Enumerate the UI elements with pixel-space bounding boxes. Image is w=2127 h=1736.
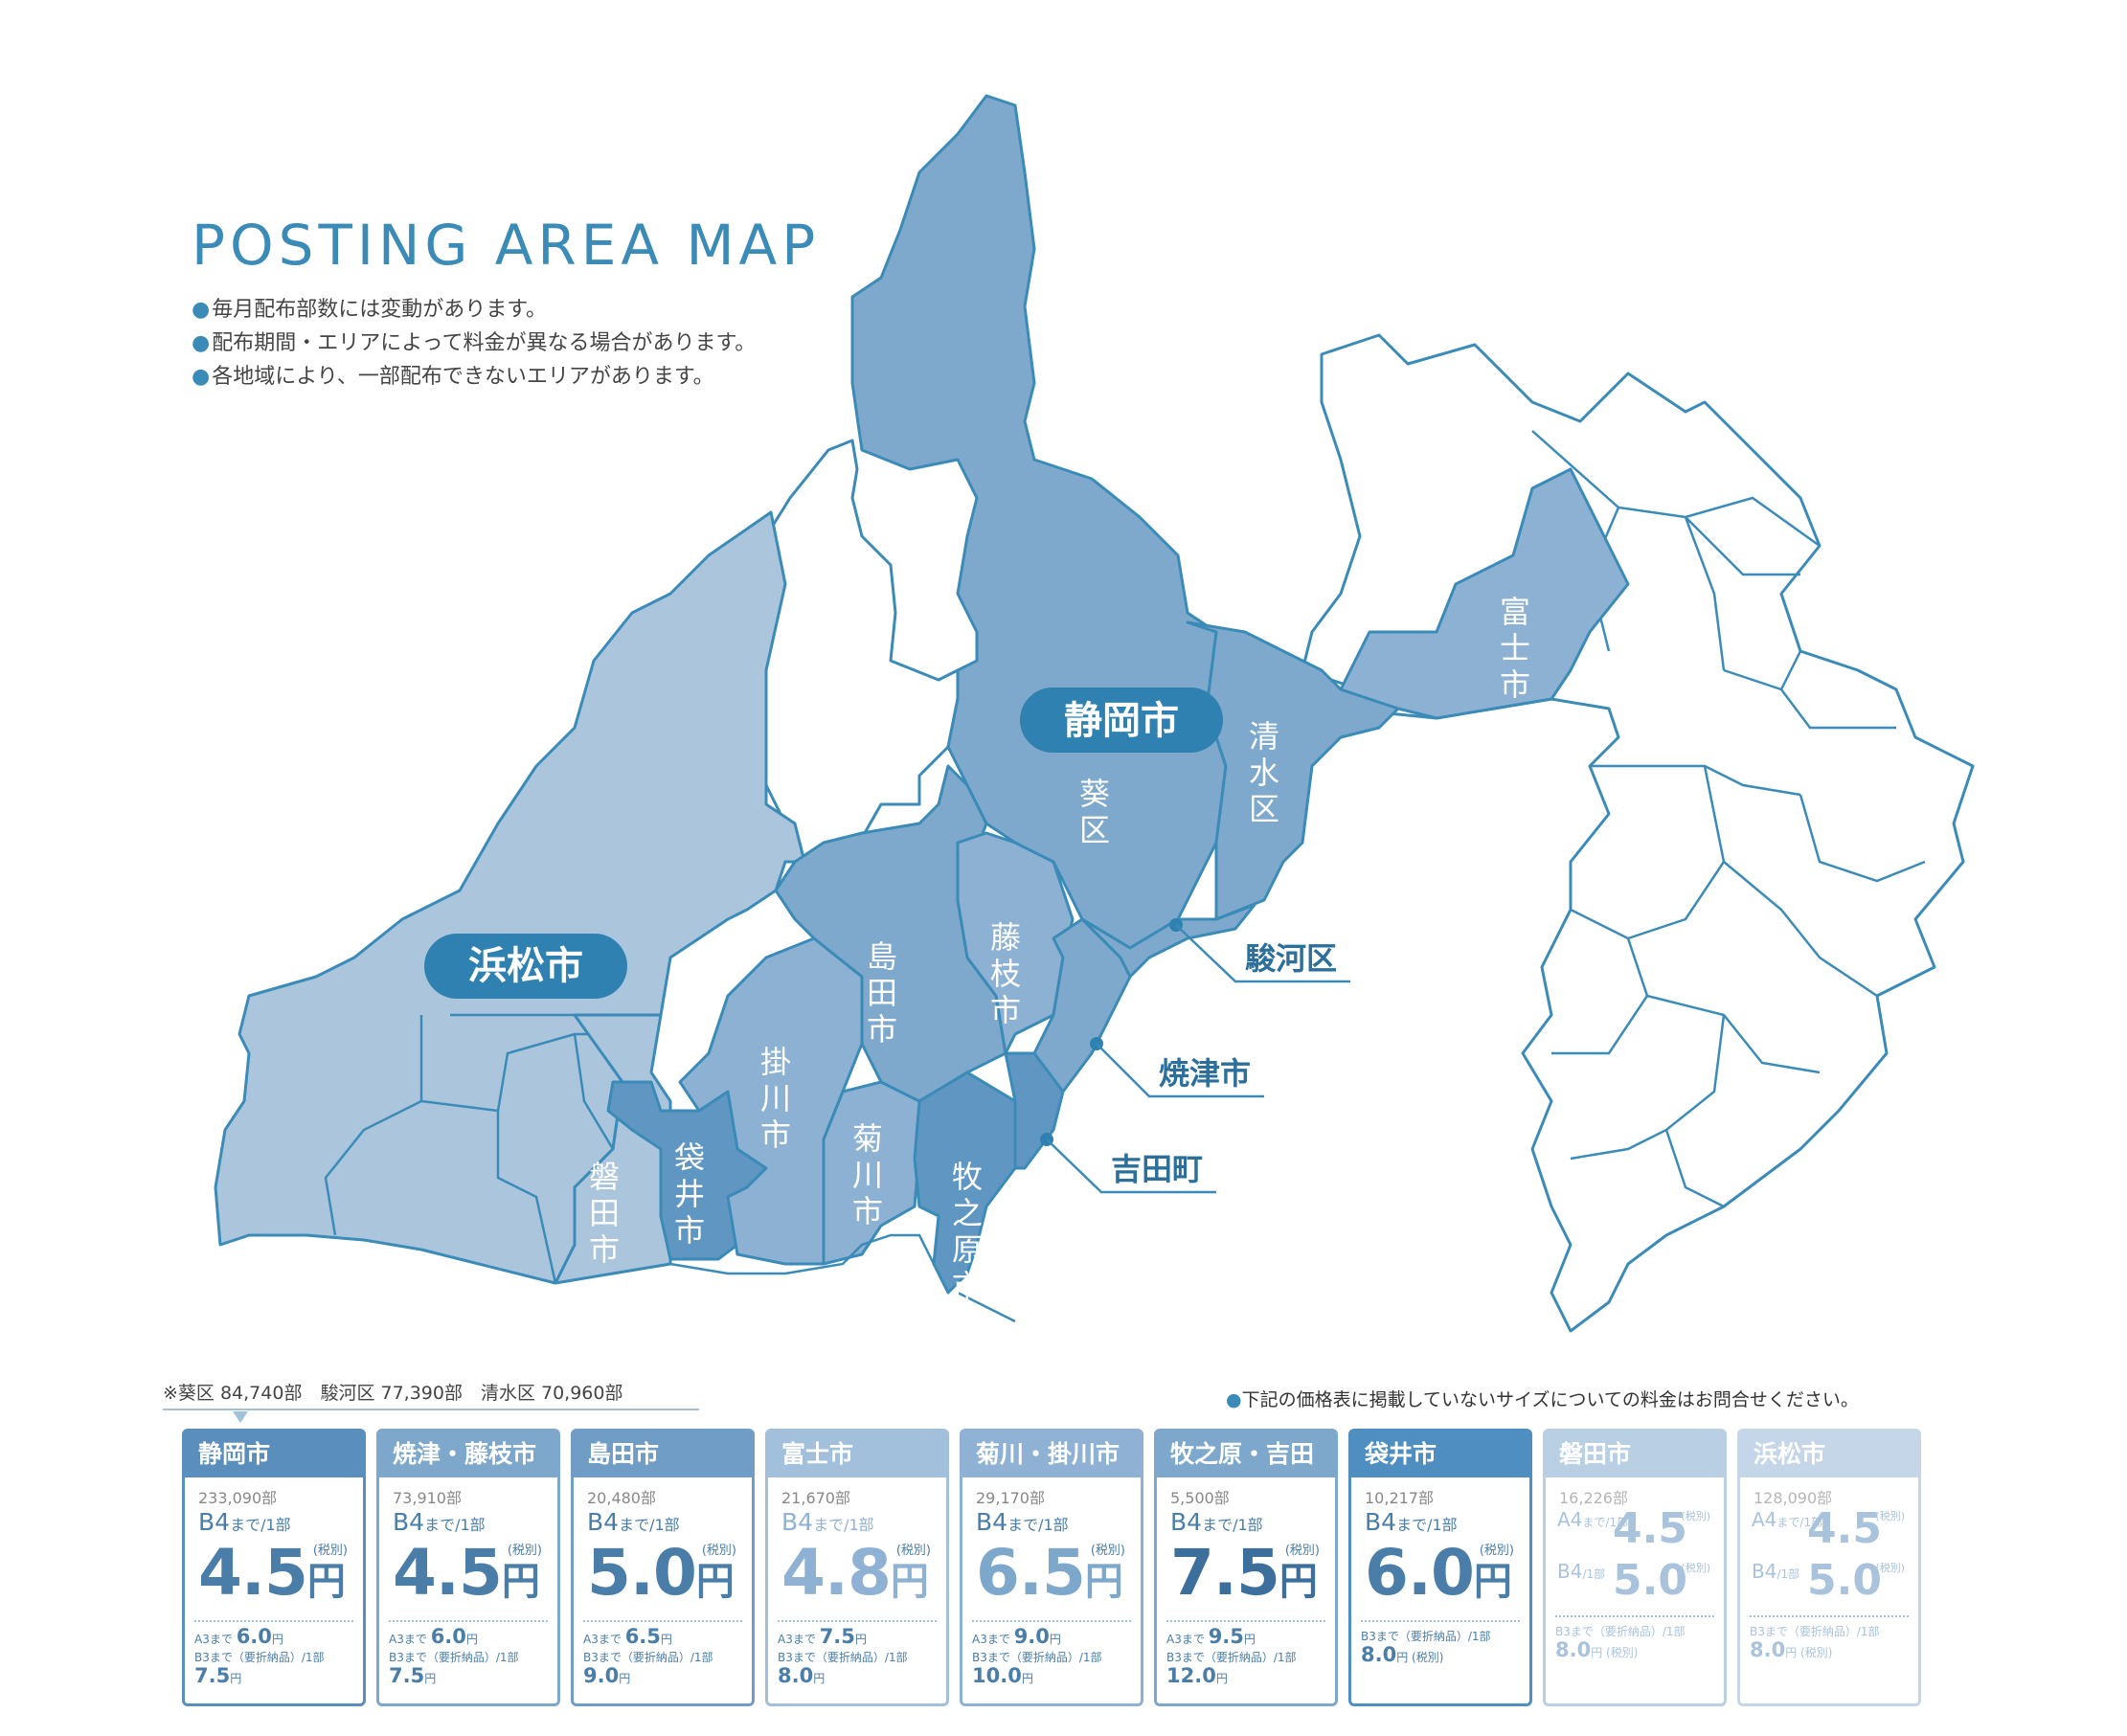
card-price: 6.5円 (税別) bbox=[976, 1536, 1125, 1610]
callout-line-yoshida bbox=[1046, 1139, 1216, 1194]
note-item: 各地域により、一部配布できないエリアがあります。 bbox=[192, 360, 756, 394]
price-card: 浜松市 128,090部 A4まで/1部 4.5 (税別) B4/1部 5.0 (税別)… bbox=[1737, 1429, 1921, 1706]
map-region-fuji bbox=[1339, 467, 1630, 720]
card-size: B4まで/1部 bbox=[587, 1508, 680, 1536]
price-cards: 静岡市 233,090部 B4まで/1部 4.5円 (税別) A3まで 6.0円 … bbox=[182, 1429, 1921, 1710]
price-card: 静岡市 233,090部 B4まで/1部 4.5円 (税別) A3まで 6.0円 … bbox=[182, 1429, 366, 1706]
card-copies: 233,090部 bbox=[198, 1489, 278, 1507]
callout-line-suruga bbox=[1175, 924, 1350, 983]
card-sub: B3まで（要折納品）/1部 8.0円 (税別) bbox=[1750, 1615, 1909, 1662]
card-sub: A3まで 9.0円 B3まで（要折納品）/1部 10.0円 bbox=[972, 1620, 1131, 1688]
card-price: 4.8円 (税別) bbox=[781, 1536, 931, 1610]
pill-shizuoka-bg bbox=[1020, 688, 1223, 753]
price-card: 焼津・藤枝市 73,910部 B4まで/1部 4.5円 (税別) A3まで 6.0… bbox=[376, 1429, 560, 1706]
callout-line-yaizu bbox=[1096, 1043, 1264, 1098]
callout-yaizu: 焼津市 bbox=[1159, 1055, 1251, 1092]
card-title: 島田市 bbox=[574, 1432, 752, 1477]
region-label-iwata: 磐田市 bbox=[589, 1159, 620, 1268]
map-region-east bbox=[1301, 333, 1975, 1333]
notes-list: 毎月配布部数には変動があります。 配布期間・エリアによって料金が異なる場合があり… bbox=[192, 293, 756, 394]
region-label-fujieda: 藤枝市 bbox=[990, 919, 1021, 1028]
card-title: 浜松市 bbox=[1740, 1432, 1918, 1477]
card-size: B4まで/1部 bbox=[1170, 1508, 1263, 1536]
pill-hamamatsu: 浜松市 bbox=[468, 944, 583, 988]
card-sub: A3まで 6.0円 B3まで（要折納品）/1部 7.5円 bbox=[194, 1620, 353, 1688]
card-copies: 5,500部 bbox=[1170, 1489, 1230, 1507]
card-sub: A3まで 7.5円 B3まで（要折納品）/1部 8.0円 bbox=[778, 1620, 937, 1688]
card-size: B4まで/1部 bbox=[393, 1508, 486, 1536]
pointer-triangle bbox=[233, 1411, 248, 1423]
region-label-shimada: 島田市 bbox=[867, 938, 897, 1048]
card-alt-price-a4: A4まで/1部 4.5 (税別) bbox=[1752, 1504, 1905, 1553]
price-card: 島田市 20,480部 B4まで/1部 5.0円 (税別) A3まで 6.5円 B… bbox=[571, 1429, 755, 1706]
note-item: 配布期間・エリアによって料金が異なる場合があります。 bbox=[192, 327, 756, 360]
card-sub: B3まで（要折納品）/1部 8.0円 (税別) bbox=[1361, 1620, 1520, 1667]
price-card: 富士市 21,670部 B4まで/1部 4.8円 (税別) A3まで 7.5円 B… bbox=[765, 1429, 949, 1706]
card-price: 4.5円 (税別) bbox=[198, 1536, 348, 1610]
card-title: 菊川・掛川市 bbox=[962, 1432, 1141, 1477]
page-title: POSTING AREA MAP bbox=[192, 213, 821, 278]
card-copies: 16,226部 bbox=[1559, 1489, 1628, 1507]
region-label-shimizu: 清水区 bbox=[1249, 718, 1279, 827]
card-copies: 128,090部 bbox=[1754, 1489, 1833, 1507]
card-sub: A3まで 6.0円 B3まで（要折納品）/1部 7.5円 bbox=[389, 1620, 548, 1688]
card-price: 7.5円 (税別) bbox=[1170, 1536, 1320, 1610]
card-price: 5.0円 (税別) bbox=[587, 1536, 736, 1610]
price-card: 菊川・掛川市 29,170部 B4まで/1部 6.5円 (税別) A3まで 9.0… bbox=[960, 1429, 1143, 1706]
region-label-kakegawa: 掛川市 bbox=[760, 1044, 791, 1153]
card-title: 静岡市 bbox=[185, 1432, 363, 1477]
card-copies: 20,480部 bbox=[587, 1489, 656, 1507]
card-title: 袋井市 bbox=[1351, 1432, 1529, 1477]
map-region-suruga bbox=[1080, 903, 1256, 979]
map-region-aoi bbox=[850, 94, 1228, 950]
card-price: 4.5円 (税別) bbox=[393, 1536, 542, 1610]
pill-hamamatsu-bg bbox=[424, 934, 627, 999]
card-title: 牧之原・吉田 bbox=[1157, 1432, 1335, 1477]
card-sub: B3まで（要折納品）/1部 8.0円 (税別) bbox=[1555, 1615, 1714, 1662]
card-sub: A3まで 9.5円 B3まで（要折納品）/1部 12.0円 bbox=[1166, 1620, 1325, 1688]
price-card: 袋井市 10,217部 B4まで/1部 6.0円 (税別) B3まで（要折納品）/… bbox=[1348, 1429, 1532, 1706]
card-copies: 10,217部 bbox=[1365, 1489, 1434, 1507]
card-copies: 73,910部 bbox=[393, 1489, 462, 1507]
map-border bbox=[669, 1233, 1016, 1323]
map-region-kawane bbox=[764, 439, 960, 873]
card-size: B4まで/1部 bbox=[781, 1508, 874, 1536]
card-title: 焼津・藤枝市 bbox=[379, 1432, 557, 1477]
price-card: 牧之原・吉田 5,500部 B4まで/1部 7.5円 (税別) A3まで 9.5円… bbox=[1154, 1429, 1338, 1706]
card-price: 6.0円 (税別) bbox=[1365, 1536, 1514, 1610]
callout-yoshida: 吉田町 bbox=[1111, 1151, 1203, 1187]
pill-shizuoka: 静岡市 bbox=[1064, 699, 1179, 743]
region-label-aoi: 葵区 bbox=[1079, 776, 1110, 848]
card-title: 磐田市 bbox=[1546, 1432, 1724, 1477]
card-copies: 21,670部 bbox=[781, 1489, 850, 1507]
card-size: B4まで/1部 bbox=[1365, 1508, 1458, 1536]
card-size: B4まで/1部 bbox=[198, 1508, 291, 1536]
area-map: 葵区 清水区 富士市 島田市 藤枝市 掛川市 袋井市 磐田市 菊川市 牧之原市 … bbox=[214, 94, 1975, 1333]
region-label-makinohara: 牧之原市 bbox=[952, 1159, 983, 1304]
card-copies: 29,170部 bbox=[976, 1489, 1045, 1507]
note-item: 毎月配布部数には変動があります。 bbox=[192, 293, 756, 327]
region-label-fuji: 富士市 bbox=[1500, 594, 1530, 703]
map-region-shimizu bbox=[1186, 620, 1400, 921]
card-size: B4まで/1部 bbox=[976, 1508, 1069, 1536]
card-alt-price-a4: A4まで/1部 4.5 (税別) bbox=[1557, 1504, 1710, 1553]
callout-suruga: 駿河区 bbox=[1245, 940, 1337, 977]
card-alt-price-b4: B4/1部 5.0 (税別) bbox=[1557, 1556, 1710, 1605]
ward-copies-note: ※葵区 84,740部 駿河区 77,390部 清水区 70,960部 bbox=[163, 1379, 699, 1410]
price-card: 磐田市 16,226部 A4まで/1部 4.5 (税別) B4/1部 5.0 (税別) … bbox=[1543, 1429, 1727, 1706]
price-note: 下記の価格表に掲載していないサイズについての料金はお問合せください。 bbox=[1226, 1386, 1859, 1411]
card-title: 富士市 bbox=[768, 1432, 946, 1477]
map-border bbox=[324, 1013, 622, 1284]
region-label-fukuroi: 袋井市 bbox=[674, 1139, 705, 1249]
card-alt-price-b4: B4/1部 5.0 (税別) bbox=[1752, 1556, 1905, 1605]
card-sub: A3まで 6.5円 B3まで（要折納品）/1部 9.0円 bbox=[583, 1620, 742, 1688]
region-label-kikugawa: 菊川市 bbox=[852, 1120, 883, 1229]
